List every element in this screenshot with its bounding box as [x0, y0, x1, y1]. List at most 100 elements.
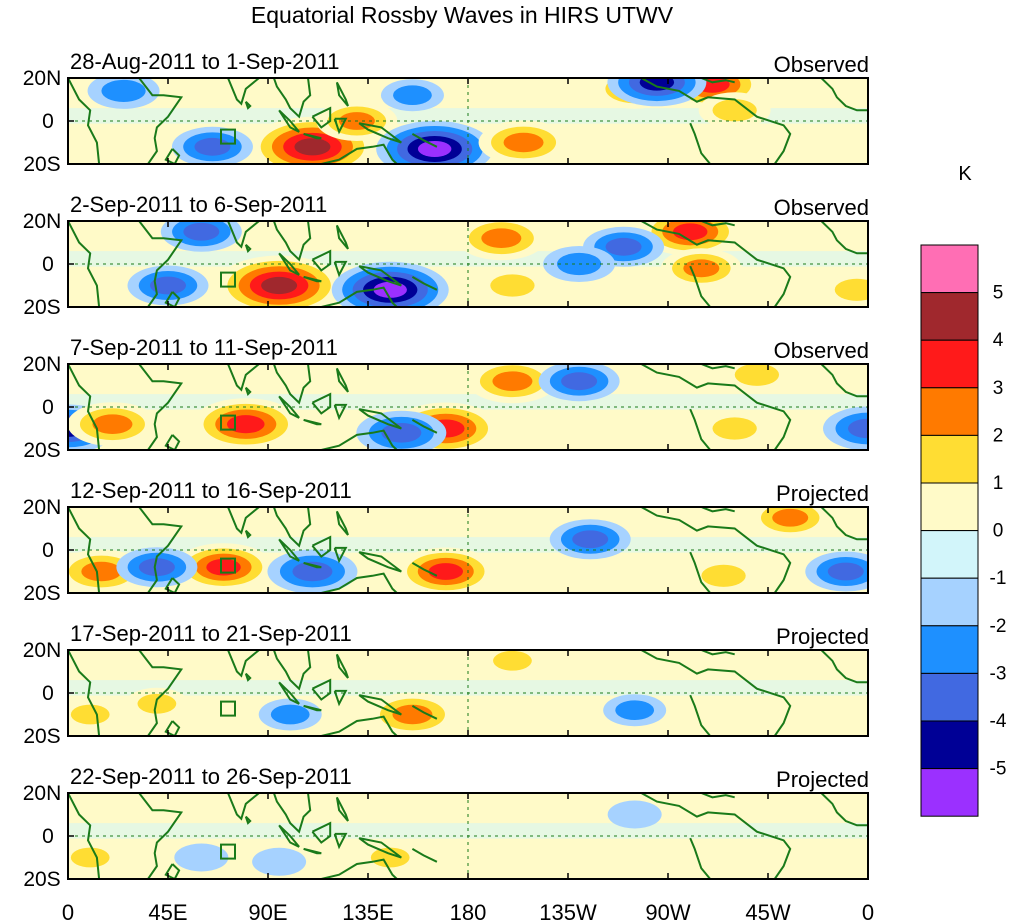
panel-1: 20N 0 20S 28-Aug-2011 to 1-Sep-2011 Observed [23, 49, 869, 176]
region-box [220, 414, 236, 431]
anomaly-contour [373, 281, 407, 298]
lat-tick-label: 20N [23, 639, 62, 662]
anomaly-contour [294, 138, 331, 156]
colorbar-swatch [920, 434, 979, 484]
region-box [220, 843, 236, 860]
panel-status: Projected [776, 624, 869, 649]
coastline [820, 650, 868, 684]
longitude-axis: 0 45E 90E 135E 180 135W 90W 45W 0 [62, 900, 874, 924]
coastline [164, 720, 181, 736]
coastline [303, 704, 322, 712]
coastline [333, 403, 348, 421]
panel-period: 28-Aug-2011 to 1-Sep-2011 [70, 49, 340, 74]
colorbar-level-label: 2 [993, 425, 1004, 446]
coastline [820, 221, 868, 255]
coastline [358, 408, 402, 430]
coastline [820, 364, 868, 398]
coastline [640, 221, 792, 307]
lat-tick-label: 20N [23, 67, 62, 90]
coastline [333, 546, 348, 564]
coastline [138, 364, 184, 450]
anomaly-contour [561, 372, 598, 391]
coastline [358, 122, 402, 144]
lat-tick-label: 0 [42, 825, 54, 848]
lat-tick-label: 0 [42, 253, 54, 276]
colorbar-swatch [920, 530, 979, 579]
lat-tick-label: 20N [23, 496, 62, 519]
panel-5: 20N 0 20S 17-Sep-2011 to 21-Sep-2011 Project… [23, 621, 869, 748]
coastline [244, 815, 252, 825]
lon-tick-label: 90W [645, 900, 690, 924]
colorbar-level-label: -4 [990, 711, 1007, 732]
lon-tick-label: 45W [745, 900, 790, 924]
anomaly-contour [370, 847, 410, 868]
coastline [194, 364, 312, 405]
panel-6: 20N 0 20S 22-Sep-2011 to 26-Sep-2011 Project… [23, 764, 869, 891]
anomaly-contour [81, 561, 122, 582]
coastline [689, 551, 711, 593]
coastline [311, 106, 332, 129]
lon-tick-label: 0 [62, 900, 74, 924]
coastline [194, 650, 312, 691]
panel-4: 20N 0 20S 12-Sep-2011 to 16-Sep-2011 Project… [23, 478, 869, 605]
lon-tick-label: 180 [450, 900, 487, 924]
colorbar-swatch [920, 292, 979, 341]
panel-2: 20N 0 20S 2-Sep-2011 to 6-Sep-2011 Observed [23, 192, 869, 319]
lat-tick-label: 20S [23, 582, 60, 605]
coastline [321, 143, 398, 164]
lat-tick-label: 20S [23, 725, 60, 748]
anomaly-contour [605, 237, 642, 256]
coastline [303, 275, 322, 283]
coastline [244, 529, 252, 539]
coastline [321, 286, 398, 307]
coastline [311, 392, 332, 415]
coastline [697, 793, 735, 799]
colorbar-level-label: -2 [990, 616, 1007, 637]
lat-tick-label: 20S [23, 296, 60, 319]
coastline [244, 100, 252, 110]
coastline [411, 562, 438, 577]
anomaly-contour [206, 558, 241, 576]
coastline [244, 243, 252, 253]
colorbar-swatch [920, 720, 979, 770]
coastline [303, 132, 322, 140]
panel-status: Projected [776, 767, 869, 792]
coastline [244, 386, 252, 396]
coastline [335, 653, 349, 679]
anomaly-contour [615, 700, 655, 721]
coastline [689, 837, 711, 879]
coastline [321, 572, 398, 593]
coastline [303, 561, 322, 569]
anomaly-contour [252, 847, 307, 876]
coastline [321, 429, 398, 450]
colorbar-level-label: 1 [993, 473, 1004, 494]
coastline [194, 793, 312, 834]
colorbar-level-label: 4 [993, 330, 1004, 351]
coastline [697, 650, 735, 656]
panel-status: Observed [774, 338, 869, 363]
coastline [244, 672, 252, 682]
coastline [311, 535, 332, 558]
coastline [164, 434, 181, 450]
lat-tick-label: 20S [23, 153, 60, 176]
colorbar-swatch [920, 339, 979, 389]
coastline [640, 650, 792, 736]
coastline [411, 848, 438, 863]
anomaly-contour [428, 563, 463, 580]
anomaly-contour [292, 561, 333, 582]
coastline [820, 507, 868, 541]
lat-tick-label: 0 [42, 396, 54, 419]
colorbar-level-label: -3 [990, 663, 1007, 684]
figure-title: Equatorial Rossby Waves in HIRS UTWV [251, 2, 674, 28]
region-box [220, 271, 236, 288]
anomaly-contour [834, 278, 868, 301]
coastline [358, 551, 402, 573]
coastline [335, 224, 349, 250]
lat-tick-label: 20N [23, 210, 62, 233]
panel-status: Observed [774, 195, 869, 220]
colorbar-swatch [920, 387, 979, 436]
anomaly-contour [92, 414, 133, 434]
coastline [138, 507, 184, 593]
lat-tick-label: 20S [23, 868, 60, 891]
